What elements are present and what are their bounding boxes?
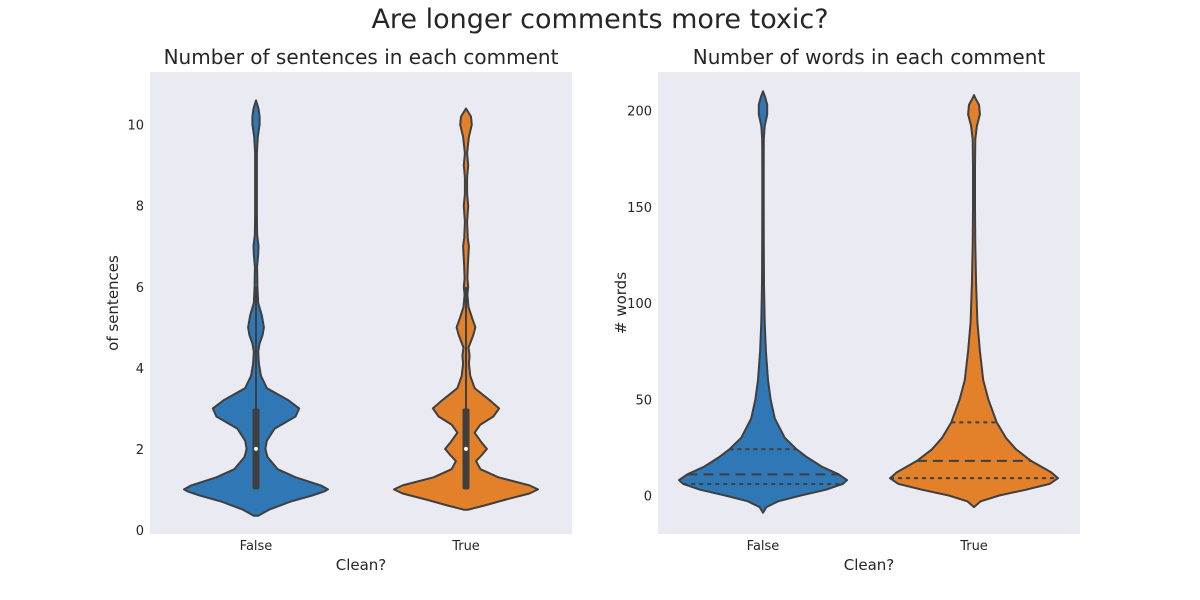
median-dot xyxy=(464,446,468,451)
words-violin-panel: Number of words in each comment 0 50 100 150… xyxy=(612,45,1080,574)
y-axis-label: of sentences xyxy=(104,255,122,351)
figure-title: Are longer comments more toxic? xyxy=(371,4,829,35)
x-axis-label: Clean? xyxy=(336,556,387,574)
y-tick-label: 100 xyxy=(627,297,652,312)
panel-title: Number of words in each comment xyxy=(693,45,1046,69)
violin-true xyxy=(889,94,1059,509)
violin-false xyxy=(678,90,848,514)
sentences-violin-panel: Number of sentences in each comment 0 2 4 6 8… xyxy=(104,45,572,574)
x-axis-label: Clean? xyxy=(844,556,895,574)
y-tick-label: 150 xyxy=(627,201,652,216)
violin-false xyxy=(183,99,329,517)
violin-true xyxy=(393,107,539,511)
violin-body xyxy=(889,94,1059,509)
y-tick-label: 50 xyxy=(635,393,652,408)
y-tick-label: 4 xyxy=(136,362,144,377)
y-axis-label: # words xyxy=(612,272,630,334)
y-tick-label: 10 xyxy=(127,119,144,134)
x-tick-label: True xyxy=(959,539,988,554)
y-tick-label: 200 xyxy=(627,105,652,120)
y-tick-label: 2 xyxy=(136,443,144,458)
x-tick-label: True xyxy=(451,539,480,554)
panel-title: Number of sentences in each comment xyxy=(164,45,559,69)
plot-area xyxy=(150,72,572,534)
x-tick-label: False xyxy=(747,539,780,554)
y-tick-label: 8 xyxy=(136,200,144,215)
y-tick-label: 6 xyxy=(136,281,144,296)
violin-body xyxy=(678,90,848,514)
y-tick-label: 0 xyxy=(136,524,144,539)
median-dot xyxy=(254,446,258,451)
y-tick-label: 0 xyxy=(644,490,652,505)
x-tick-label: False xyxy=(240,539,273,554)
